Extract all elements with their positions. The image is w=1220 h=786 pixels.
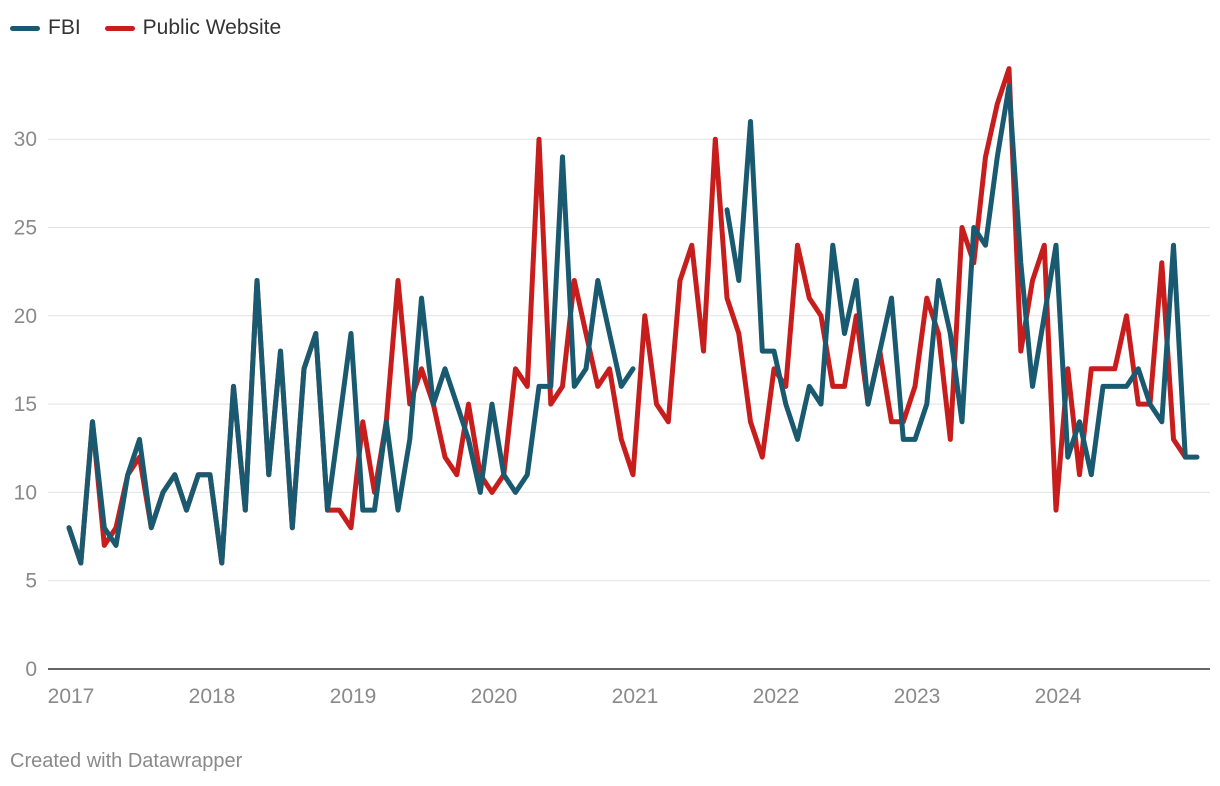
y-tick-label: 15 bbox=[14, 393, 37, 416]
y-tick-label: 20 bbox=[14, 305, 37, 328]
gridlines bbox=[48, 138, 1210, 670]
legend-swatch-public-website bbox=[104, 25, 135, 31]
x-tick-label: 2022 bbox=[753, 685, 800, 708]
legend-item-public-website[interactable]: Public Website bbox=[104, 16, 282, 40]
x-tick-label: 2018 bbox=[189, 685, 236, 708]
x-tick-label: 2020 bbox=[471, 685, 518, 708]
y-tick-label: 5 bbox=[25, 570, 37, 593]
x-tick-label: 2021 bbox=[612, 685, 659, 708]
x-tick-label: 2024 bbox=[1035, 685, 1082, 708]
x-tick-label: 2019 bbox=[330, 685, 377, 708]
y-tick-label: 0 bbox=[25, 658, 37, 681]
y-tick-label: 30 bbox=[14, 128, 37, 151]
legend-label-fbi: FBI bbox=[48, 16, 81, 39]
credit-text: Created with Datawrapper bbox=[10, 750, 243, 772]
legend-item-fbi[interactable]: FBI bbox=[10, 16, 81, 40]
x-tick-label: 2017 bbox=[48, 685, 95, 708]
x-tick-label: 2023 bbox=[894, 685, 941, 708]
legend-swatch-fbi bbox=[10, 25, 40, 31]
y-tick-label: 10 bbox=[14, 481, 37, 504]
legend: FBI Public Website bbox=[10, 16, 281, 40]
series-lines bbox=[66, 66, 1200, 566]
series-line-fbi bbox=[66, 83, 1200, 566]
legend-label-public-website: Public Website bbox=[142, 16, 282, 39]
y-axis-ticks: 0 5 10 15 20 25 30 bbox=[14, 128, 37, 681]
x-axis-ticks: 2017 2018 2019 2020 2021 2022 2023 2024 bbox=[48, 685, 1082, 708]
y-tick-label: 25 bbox=[14, 217, 37, 240]
